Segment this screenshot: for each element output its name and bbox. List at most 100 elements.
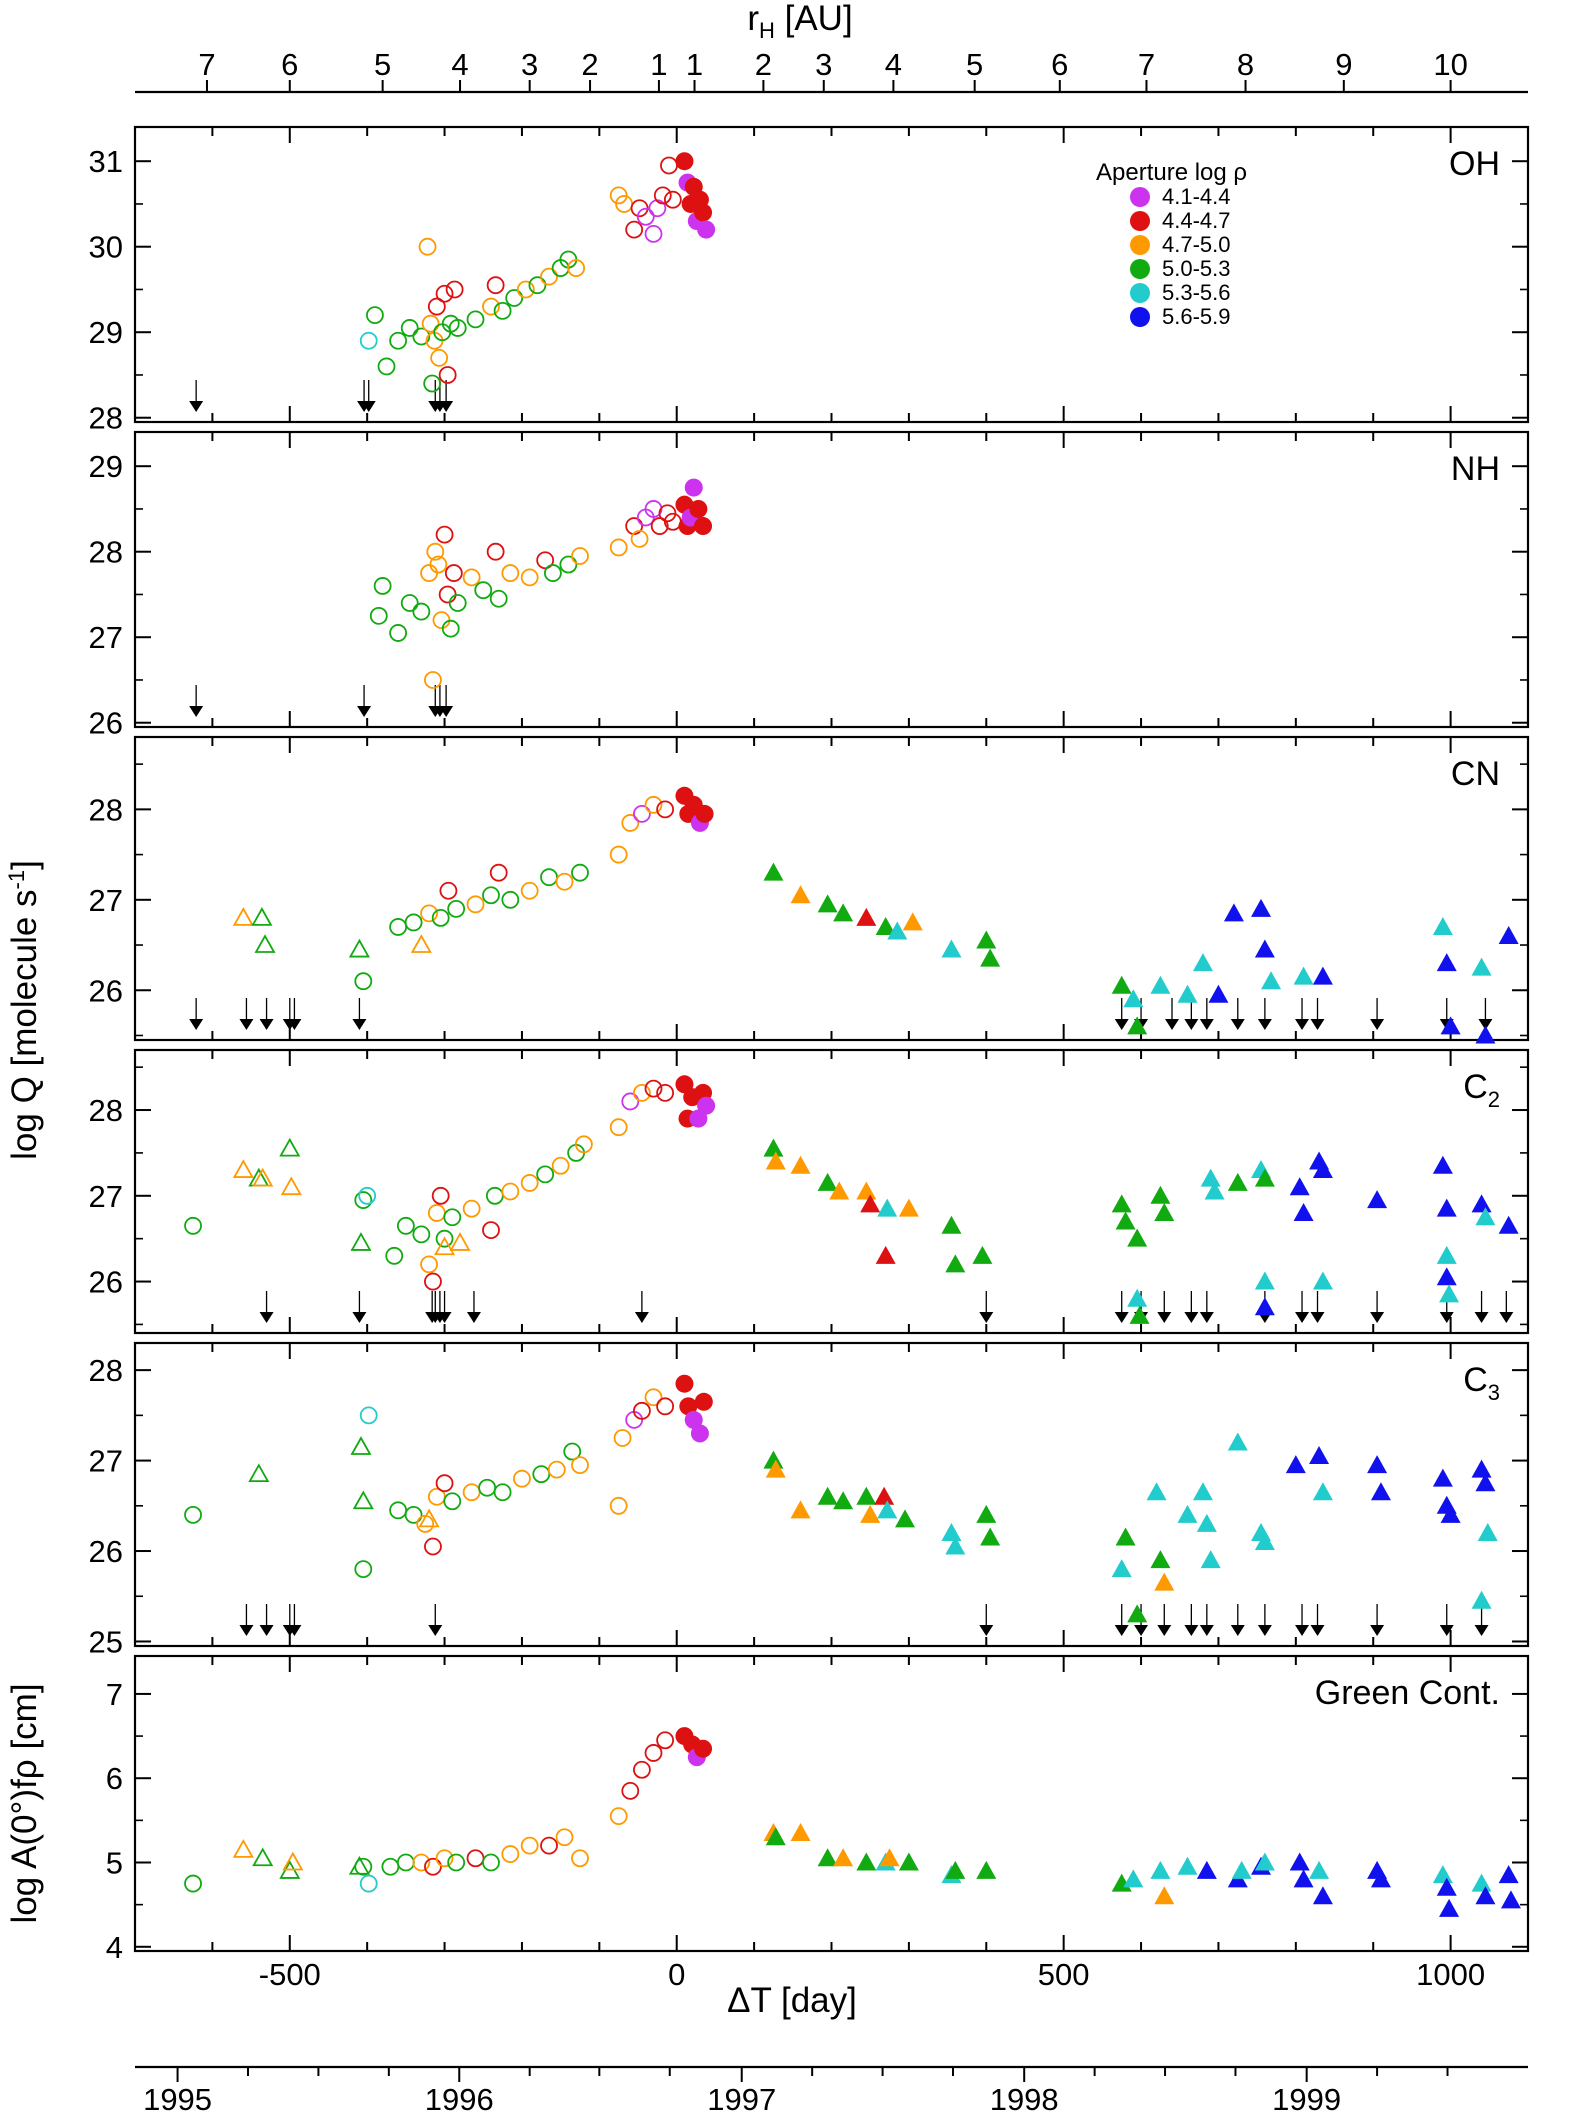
upper-limit-arrow — [466, 1312, 481, 1323]
data-point-filled-triangle — [829, 1181, 850, 1200]
data-point-open-circle — [435, 1474, 454, 1493]
data-point-open-circle — [660, 156, 678, 175]
data-point-filled-triangle — [875, 1245, 896, 1264]
data-point-open-circle — [430, 348, 449, 367]
data-point-open-circle — [474, 581, 493, 600]
data-point-filled-circle — [684, 478, 703, 497]
data-point-filled-triangle — [945, 1536, 966, 1555]
upper-limit-arrow — [1184, 1312, 1199, 1323]
data-point-open-circle — [482, 1853, 500, 1872]
data-point-open-circle — [489, 589, 508, 608]
data-point-filled-triangle — [1436, 1245, 1457, 1264]
data-point-filled-triangle — [817, 1172, 838, 1191]
upper-limit-arrow — [352, 1312, 367, 1323]
data-point-filled-triangle — [1475, 1473, 1496, 1492]
data-point-open-circle — [571, 1456, 589, 1475]
data-point-filled-triangle — [1227, 1432, 1248, 1451]
data-point-open-circle — [396, 1216, 415, 1235]
data-point-open-circle — [432, 611, 451, 630]
data-point-open-circle — [423, 374, 442, 393]
panel: 28 29 30 31 OH — [89, 125, 1530, 436]
upper-limit-arrow — [1295, 1019, 1310, 1030]
data-point-open-circle — [632, 1401, 651, 1420]
data-point-open-circle — [438, 366, 457, 384]
data-point-open-circle — [482, 886, 500, 905]
data-point-filled-triangle — [1475, 1025, 1496, 1044]
data-point-open-circle — [443, 1208, 462, 1227]
data-point-open-circle — [478, 1478, 497, 1497]
x-axis: -500 0 500 1000 ΔT [day] — [259, 1957, 1485, 2020]
data-point-open-circle — [381, 1857, 400, 1876]
data-point-open-circle — [429, 555, 448, 574]
data-point-filled-triangle — [887, 921, 908, 940]
data-point-filled-triangle — [1312, 1482, 1333, 1501]
data-point-filled-triangle — [1254, 1531, 1275, 1550]
year-tick-label: 1995 — [143, 2082, 212, 2117]
data-point-filled-triangle — [1312, 1160, 1333, 1179]
data-point-filled-triangle — [1154, 1572, 1175, 1591]
data-point-filled-triangle — [1123, 989, 1144, 1008]
species-label: Green Cont. — [1315, 1674, 1500, 1712]
data-point-filled-triangle — [856, 1852, 877, 1871]
y-tick-label: 28 — [89, 792, 123, 827]
top-axis-tick-label: 1 — [650, 47, 667, 82]
data-point-filled-triangle — [765, 1827, 786, 1846]
upper-limit-arrow — [189, 1019, 204, 1030]
data-point-filled-circle — [675, 1374, 694, 1393]
y-tick-label: 26 — [89, 1265, 123, 1300]
data-point-open-circle — [609, 1118, 628, 1137]
data-point-open-circle — [567, 259, 586, 277]
data-point-filled-triangle — [1440, 1504, 1461, 1523]
data-point-open-circle — [448, 594, 467, 612]
upper-limit-arrow — [1199, 1019, 1214, 1030]
data-point-filled-triangle — [898, 1852, 919, 1871]
data-point-open-circle — [609, 538, 628, 557]
data-point-filled-triangle — [1127, 1604, 1148, 1623]
data-point-open-circle — [551, 1156, 570, 1175]
data-point-open-circle — [359, 331, 378, 350]
top-axis-tick-label: 6 — [281, 47, 298, 82]
data-point-filled-triangle — [1498, 1865, 1519, 1884]
data-point-open-circle — [424, 1857, 442, 1876]
data-point-open-circle — [426, 542, 445, 561]
data-point-open-circle — [435, 1229, 454, 1248]
data-point-filled-triangle — [763, 1138, 784, 1157]
year-tick-label: 1996 — [425, 2082, 494, 2117]
y-tick-label: 27 — [89, 620, 123, 655]
data-point-open-circle — [412, 327, 431, 346]
data-point-open-circle — [520, 881, 539, 900]
x-tick-label: 500 — [1038, 1957, 1090, 1992]
data-point-filled-triangle — [874, 1486, 895, 1505]
top-axis-tick-label: 3 — [815, 47, 832, 82]
data-point-open-triangle — [434, 1236, 456, 1256]
data-point-filled-triangle — [1111, 1194, 1132, 1213]
data-point-open-circle — [609, 1807, 628, 1826]
data-point-filled-triangle — [1254, 1168, 1275, 1187]
data-point-filled-triangle — [1289, 1177, 1310, 1196]
data-point-open-circle — [501, 564, 520, 582]
data-point-filled-triangle — [1111, 975, 1132, 994]
upper-limit-arrow — [1310, 1019, 1325, 1030]
data-point-open-circle — [501, 890, 520, 909]
y-tick-label: 27 — [89, 1179, 123, 1214]
data-point-filled-triangle — [1150, 975, 1171, 994]
data-point-open-circle — [366, 306, 384, 325]
data-point-filled-circle — [695, 804, 714, 823]
data-point-filled-triangle — [1154, 1886, 1175, 1905]
data-point-open-circle — [396, 1853, 415, 1872]
data-point-filled-triangle — [856, 907, 877, 926]
data-point-open-circle — [644, 224, 663, 243]
data-point-filled-triangle — [1192, 953, 1213, 972]
data-point-filled-triangle — [1500, 1890, 1521, 1909]
data-point-open-circle — [359, 1406, 378, 1425]
data-point-open-circle — [354, 1560, 373, 1579]
data-point-filled-triangle — [972, 1245, 993, 1264]
data-point-filled-triangle — [877, 1198, 898, 1217]
y-tick-label: 29 — [89, 449, 123, 484]
legend-label: 5.3-5.6 — [1162, 280, 1231, 305]
data-point-open-circle — [513, 1469, 531, 1488]
data-point-filled-triangle — [1293, 966, 1314, 985]
data-point-open-triangle — [350, 1232, 372, 1251]
data-point-open-circle — [447, 1853, 466, 1872]
